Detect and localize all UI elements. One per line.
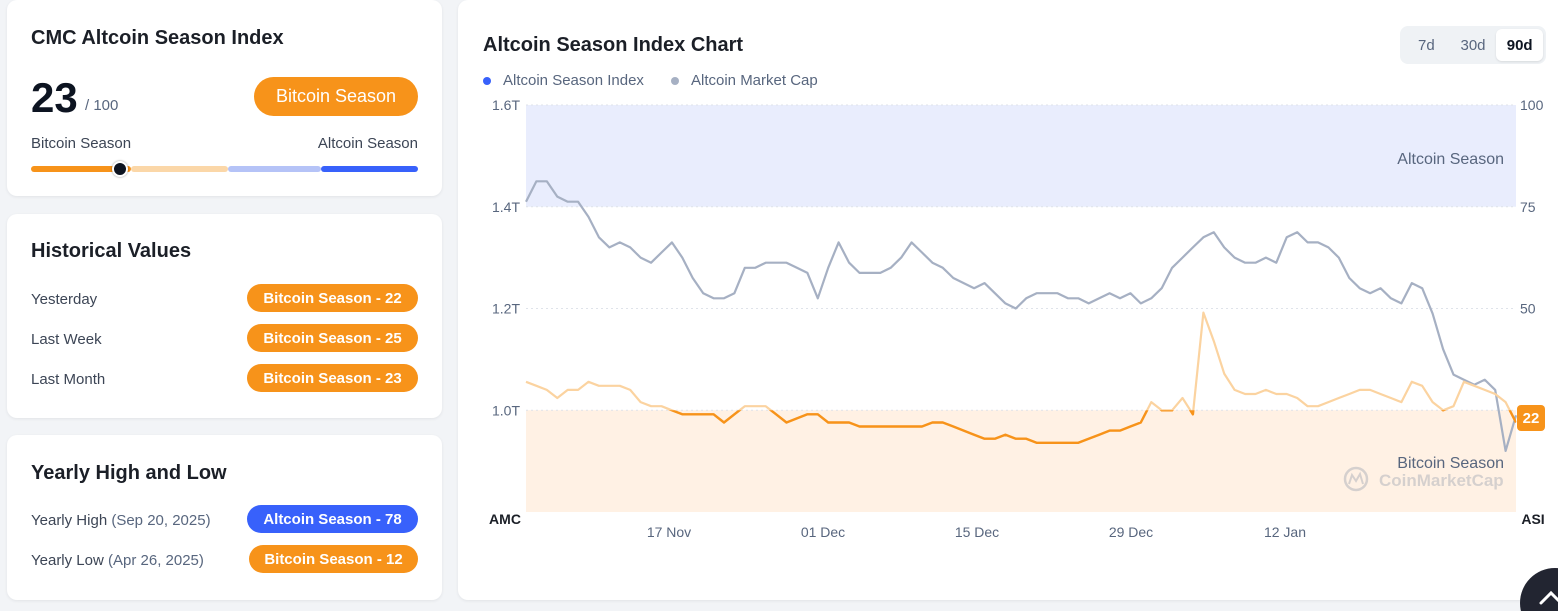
scale-segment-altcoin (321, 166, 418, 172)
index-max: / 100 (85, 97, 119, 114)
current-value-badge-bg (1517, 405, 1545, 431)
range-7d-button[interactable]: 7d (1417, 36, 1435, 54)
x-tick-label: 01 Dec (801, 524, 845, 540)
season-index-line (668, 410, 1516, 444)
history-label-last-week: Last Week (31, 331, 102, 348)
yearly-high-value: Altcoin Season - 78 (247, 505, 418, 533)
left-tick-label: 1.2T (492, 301, 520, 317)
history-value-last-week: Bitcoin Season - 25 (247, 324, 418, 352)
right-axis-label: ASI (1521, 511, 1544, 527)
yearly-low-row-label: Yearly Low (Apr 26, 2025) (31, 552, 204, 569)
scale-segment-light-altcoin (228, 166, 321, 172)
season-status-badge: Bitcoin Season (254, 77, 418, 116)
altcoin-season-zone-label: Altcoin Season (1397, 151, 1504, 168)
history-label-last-month: Last Month (31, 371, 106, 388)
scale-segment-bitcoin (31, 166, 131, 172)
coinmarketcap-watermark: CoinMarketCap (1343, 466, 1504, 492)
legend-dot-asi (483, 76, 491, 85)
legend-label-amc: Altcoin Market Cap (691, 72, 818, 89)
yearly-low-value: Bitcoin Season - 12 (249, 545, 418, 573)
left-tick-label: 1.0T (492, 402, 520, 418)
yearly-high-label: Yearly High (31, 512, 108, 529)
current-value-badge: 22 (1517, 405, 1545, 431)
time-range-selector: 7d 30d 90d (1400, 26, 1546, 64)
chart-title: Altcoin Season Index Chart (483, 34, 744, 56)
legend-dot-amc (671, 76, 679, 85)
scale-indicator (112, 161, 128, 177)
season-scale-bar (31, 161, 418, 177)
current-value-badge-text: 22 (1523, 410, 1540, 427)
historical-values-card: Historical Values Yesterday Bitcoin Seas… (7, 214, 442, 418)
scale-right-label: Altcoin Season (317, 135, 418, 152)
bitcoin-season-zone (526, 410, 1516, 512)
history-value-last-month: Bitcoin Season - 23 (247, 364, 418, 392)
history-value-yesterday: Bitcoin Season - 22 (247, 284, 418, 312)
altcoin-season-index-card: CMC Altcoin Season Index 23 / 100 Bitcoi… (7, 0, 442, 196)
history-label-yesterday: Yesterday (31, 291, 98, 308)
yearly-title: Yearly High and Low (31, 462, 227, 484)
yearly-high-date: (Sep 20, 2025) (111, 512, 211, 529)
altcoin-season-chart[interactable]: 1.6T 1.4T 1.2T 1.0T 100 75 50 17 Nov 01 Dec 15 … (458, 0, 1558, 600)
historical-title: Historical Values (31, 240, 192, 262)
yearly-low-label: Yearly Low (31, 552, 104, 569)
bitcoin-season-zone-label: Bitcoin Season (1397, 455, 1504, 472)
index-card-title: CMC Altcoin Season Index (31, 27, 284, 49)
x-tick-label: 15 Dec (955, 524, 999, 540)
yearly-low-date: (Apr 26, 2025) (108, 552, 204, 569)
legend-item-amc[interactable]: Altcoin Market Cap (671, 72, 818, 89)
legend-label-asi: Altcoin Season Index (503, 72, 644, 89)
left-tick-label: 1.4T (492, 199, 520, 215)
index-value: 23 (31, 74, 78, 121)
coinmarketcap-logo-mark (1348, 471, 1364, 485)
x-tick-label: 17 Nov (647, 524, 691, 540)
range-30d-button[interactable]: 30d (1460, 36, 1486, 54)
x-tick-label: 29 Dec (1109, 524, 1153, 540)
market-cap-line (525, 180, 1518, 452)
range-90d-button[interactable]: 90d (1496, 29, 1544, 61)
watermark-text: CoinMarketCap (1379, 471, 1504, 490)
left-tick-label: 1.6T (492, 97, 520, 113)
right-tick-label: 50 (1520, 301, 1536, 317)
legend-item-asi[interactable]: Altcoin Season Index (483, 72, 644, 89)
altcoin-season-chart-card: Altcoin Season Index Chart 7d 30d 90d Al… (458, 0, 1558, 600)
x-tick-label: 12 Jan (1264, 524, 1306, 540)
right-tick-label: 75 (1520, 199, 1536, 215)
right-tick-label: 100 (1520, 97, 1544, 113)
chevron-up-icon (1539, 590, 1558, 605)
yearly-high-row-label: Yearly High (Sep 20, 2025) (31, 512, 211, 529)
scale-segment-light-bitcoin (131, 166, 228, 172)
scale-left-label: Bitcoin Season (31, 135, 132, 152)
altcoin-season-zone (526, 105, 1516, 207)
coinmarketcap-logo-icon (1343, 466, 1369, 492)
yearly-high-low-card: Yearly High and Low Yearly High (Sep 20,… (7, 435, 442, 600)
left-axis-label: AMC (489, 511, 521, 527)
